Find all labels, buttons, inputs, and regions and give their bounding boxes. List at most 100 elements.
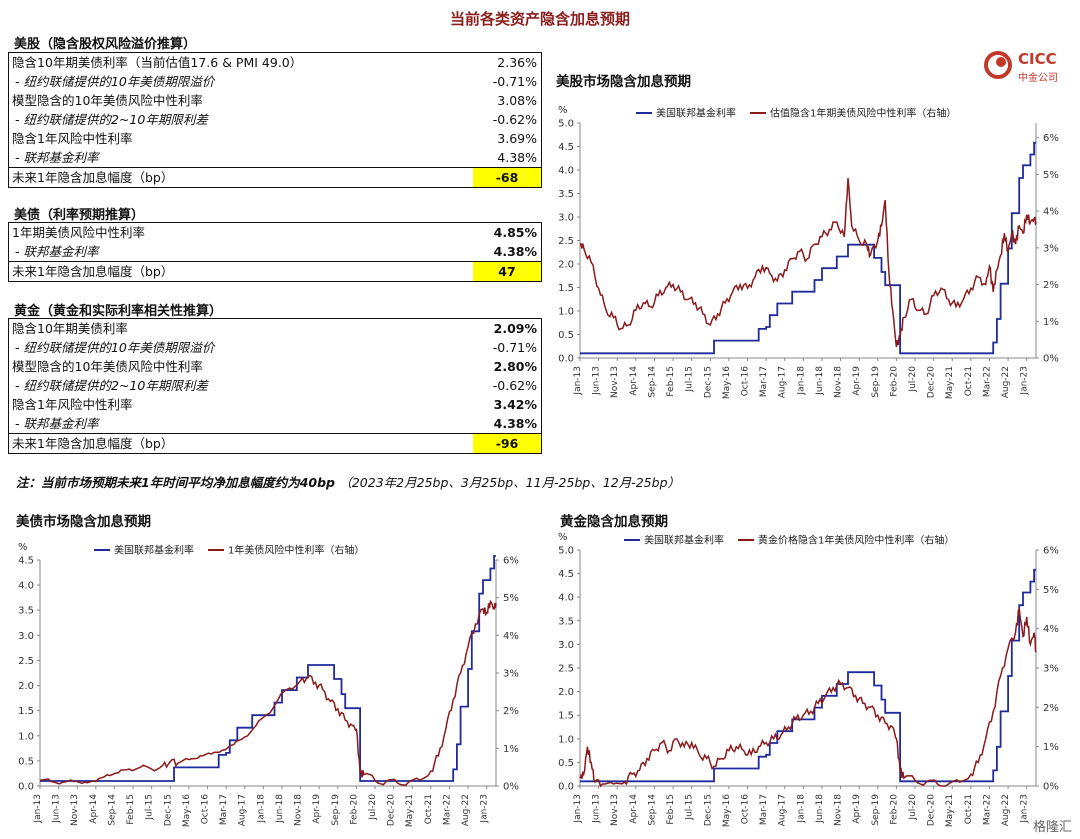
row-label: 隐含10年期美债利率 [12,321,128,336]
x-tick-label: Oct-16 [741,366,751,397]
table-row: - 纽约联储提供的10年美债期限溢价 -0.71% [9,72,541,91]
implied-hike-value: 47 [473,262,541,281]
table-row: - 联邦基金利率 4.38% [9,414,541,433]
left-tick-label: 0.0 [18,782,34,793]
x-tick-label: Aug-22 [1001,366,1011,398]
x-tick-label: Nov-18 [294,794,304,826]
x-tick-label: May-21 [945,794,955,827]
footnote-detail: （2023年2月25bp、3月25bp、11月-25bp、12月-25bp） [339,475,681,490]
row-value: 4.85% [493,225,537,240]
row-value: 4.38% [497,150,537,165]
fed-funds-rate-line [40,555,496,782]
x-tick-label: Oct-21 [424,794,434,824]
left-tick-label: 2.0 [558,260,574,271]
x-tick-label: May-16 [182,794,192,827]
row-label: - 纽约联储提供的2~10年期限利差 [15,378,208,393]
right-tick-label: 6% [503,556,519,567]
x-tick-label: Nov-13 [70,794,80,826]
logo-subtext: 中金公司 [1018,73,1058,84]
row-value: 4.38% [493,416,537,431]
x-tick-label: Oct-21 [964,794,974,824]
table-row: - 纽约联储提供的2~10年期限利差 -0.62% [9,110,541,129]
chart-title-treasury: 美债市场隐含加息预期 [16,514,151,530]
x-tick-label: Jul-15 [685,794,695,821]
x-tick-label: May-16 [722,794,732,827]
cicc-logo-icon [984,51,1012,79]
x-tick-label: Mar-17 [759,794,769,825]
right-tick-label: 3% [1043,664,1059,675]
left-tick-label: 4.0 [558,593,574,604]
row-label: 模型隐含的10年美债风险中性利率 [12,93,203,108]
table-row: 模型隐含的10年美债风险中性利率 2.80% [9,357,541,376]
left-tick-label: 1.5 [18,706,34,717]
x-tick-label: Jan-13 [33,794,43,824]
x-tick-label: Nov-13 [610,794,620,826]
implied-rate-line [579,178,1037,348]
x-tick-label: Jan-23 [1020,366,1030,396]
x-tick-label: Apr-19 [312,794,322,824]
table-row: - 纽约联储提供的10年美债期限溢价 -0.71% [9,338,541,357]
left-tick-label: 4.0 [558,166,574,177]
x-tick-label: Jan-23 [1020,794,1030,824]
x-tick-label: Sep-14 [647,794,657,826]
estimate-table: 隐含10年期美债利率 2.09% - 纽约联储提供的10年美债期限溢价 -0.71% 模… [8,318,542,454]
x-tick-label: Jun-18 [815,794,825,824]
left-tick-label: 0.0 [558,354,574,365]
right-tick-label: 2% [1043,703,1059,714]
left-tick-label: 0.5 [18,756,34,767]
implied-rate-line [579,606,1037,788]
left-tick-label: 4.5 [558,569,574,580]
right-tick-label: 4% [503,631,519,642]
x-tick-label: Oct-21 [964,366,974,396]
left-tick-label: 1.0 [558,307,574,318]
x-tick-label: Jun-13 [52,794,62,824]
x-tick-label: Aug-22 [1001,794,1011,826]
x-tick-label: Mar-22 [982,366,992,397]
left-tick-label: 2.5 [558,236,574,247]
x-tick-label: Aug-17 [778,794,788,826]
right-tick-label: 1% [1043,317,1059,328]
row-label: 未来1年隐含加息幅度（bp） [12,436,174,451]
x-tick-label: Jul-15 [685,366,695,393]
left-tick-label: 2.5 [558,664,574,675]
row-value: 3.69% [497,131,537,146]
left-tick-label: 3.0 [558,213,574,224]
left-axis-unit: % [18,542,28,553]
legend-label: 估值隐含1年期美债风险中性利率（右轴） [770,107,956,120]
right-tick-label: 5% [503,593,519,604]
left-tick-label: 1.5 [558,283,574,294]
left-tick-label: 2.0 [558,687,574,698]
x-tick-label: Sep-19 [871,794,881,826]
x-tick-label: Jul-20 [908,794,918,821]
x-tick-label: Mar-17 [759,366,769,397]
row-value: 3.42% [493,397,537,412]
x-tick-label: Nov-18 [834,794,844,826]
x-tick-label: Aug-22 [461,794,471,826]
table-row: - 联邦基金利率 4.38% [9,242,541,261]
left-tick-label: 2.5 [18,656,34,667]
treasury-implied-hike-chart: % 0.0 0.5 1.0 1.5 2.0 2.5 3.0 3.5 4.0 4.5 0% 1% 2% 3% 4… [18,542,519,827]
table-row: 隐含10年期美债利率（当前估值17.6 & PMI 49.0） 2.36% [9,53,541,72]
table-title: 美债（利率预期推算） [14,208,145,223]
left-tick-label: 4.0 [18,581,34,592]
x-tick-label: Apr-14 [629,366,639,396]
x-tick-label: Jun-18 [815,366,825,396]
table-row: - 纽约联储提供的2~10年期限利差 -0.62% [9,376,541,395]
left-tick-label: 1.5 [558,711,574,722]
x-tick-label: Jan-23 [480,794,490,824]
right-tick-label: 2% [503,706,519,717]
x-tick-label: Mar-17 [219,794,229,825]
x-tick-label: Nov-13 [610,366,620,398]
chart-title-gold: 黄金隐含加息预期 [560,514,668,530]
right-tick-label: 5% [1043,170,1059,181]
left-tick-label: 4.5 [18,556,34,567]
left-tick-label: 2.0 [18,681,34,692]
table-row: 未来1年隐含加息幅度（bp） 47 [9,261,541,281]
x-tick-label: Jan-13 [573,366,583,396]
x-tick-label: Jun-18 [275,794,285,824]
fed-funds-rate-line [580,568,1036,783]
logo-text: CICC [1018,50,1057,68]
x-tick-label: Jun-13 [592,366,602,396]
x-tick-label: Mar-22 [442,794,452,825]
fed-funds-rate-line [580,141,1036,355]
